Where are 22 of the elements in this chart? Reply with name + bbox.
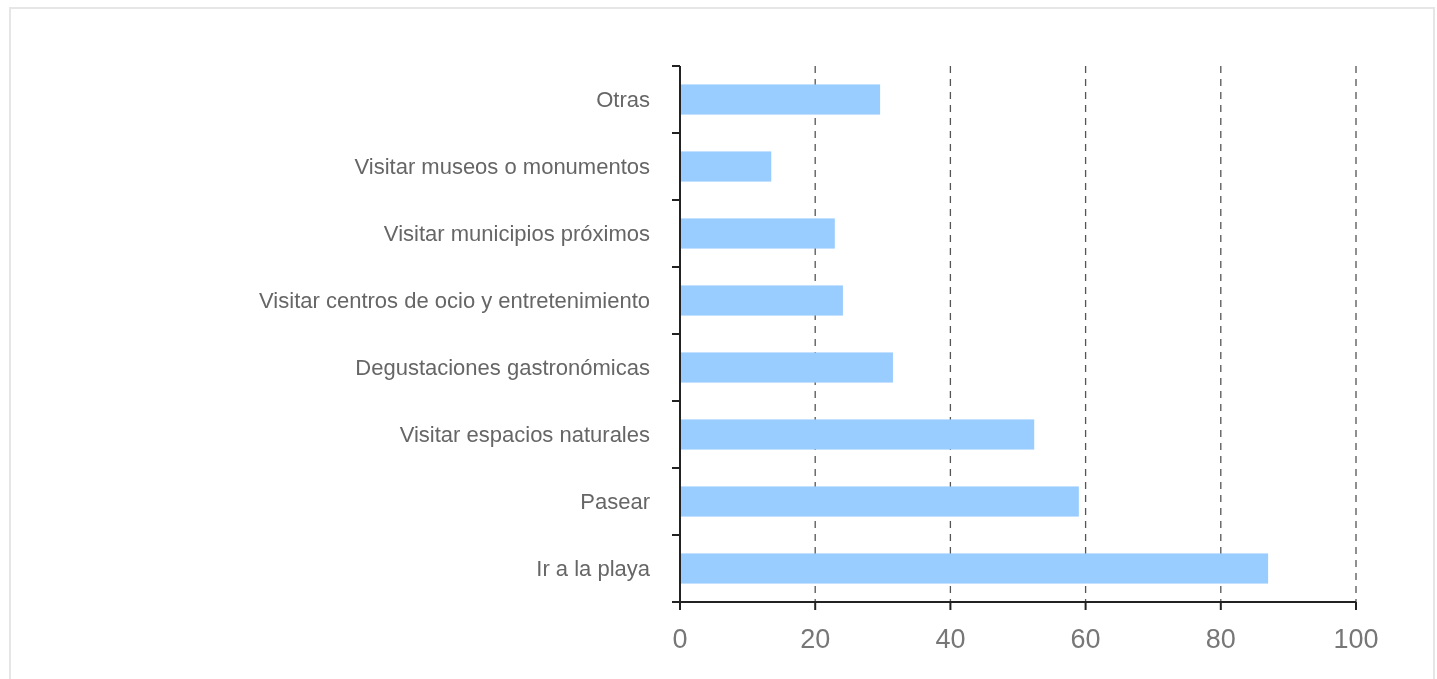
y-tick-label: Degustaciones gastronómicas (355, 355, 650, 381)
x-tick-label: 0 (672, 624, 688, 654)
bar (680, 285, 843, 316)
y-tick-label: Visitar museos o monumentos (354, 154, 650, 180)
bar (680, 486, 1079, 517)
y-tick-label: Visitar espacios naturales (399, 422, 650, 448)
y-tick-label: Pasear (580, 489, 650, 515)
x-tick-label: 20 (800, 624, 831, 654)
x-tick-label: 80 (1205, 624, 1236, 654)
x-tick-label: 60 (1070, 624, 1101, 654)
bar (680, 151, 772, 182)
x-tick-label: 40 (935, 624, 966, 654)
x-tick-label: 100 (1333, 624, 1379, 654)
bar (680, 352, 893, 383)
y-tick-label: Ir a la playa (536, 556, 651, 582)
y-tick-label: Visitar municipios próximos (383, 221, 650, 247)
y-tick-label: Otras (596, 87, 650, 113)
bar (680, 218, 835, 249)
bar (680, 553, 1269, 584)
bar (680, 84, 881, 115)
bar (680, 419, 1035, 450)
y-tick-label: Visitar centros de ocio y entretenimiento (259, 288, 650, 314)
